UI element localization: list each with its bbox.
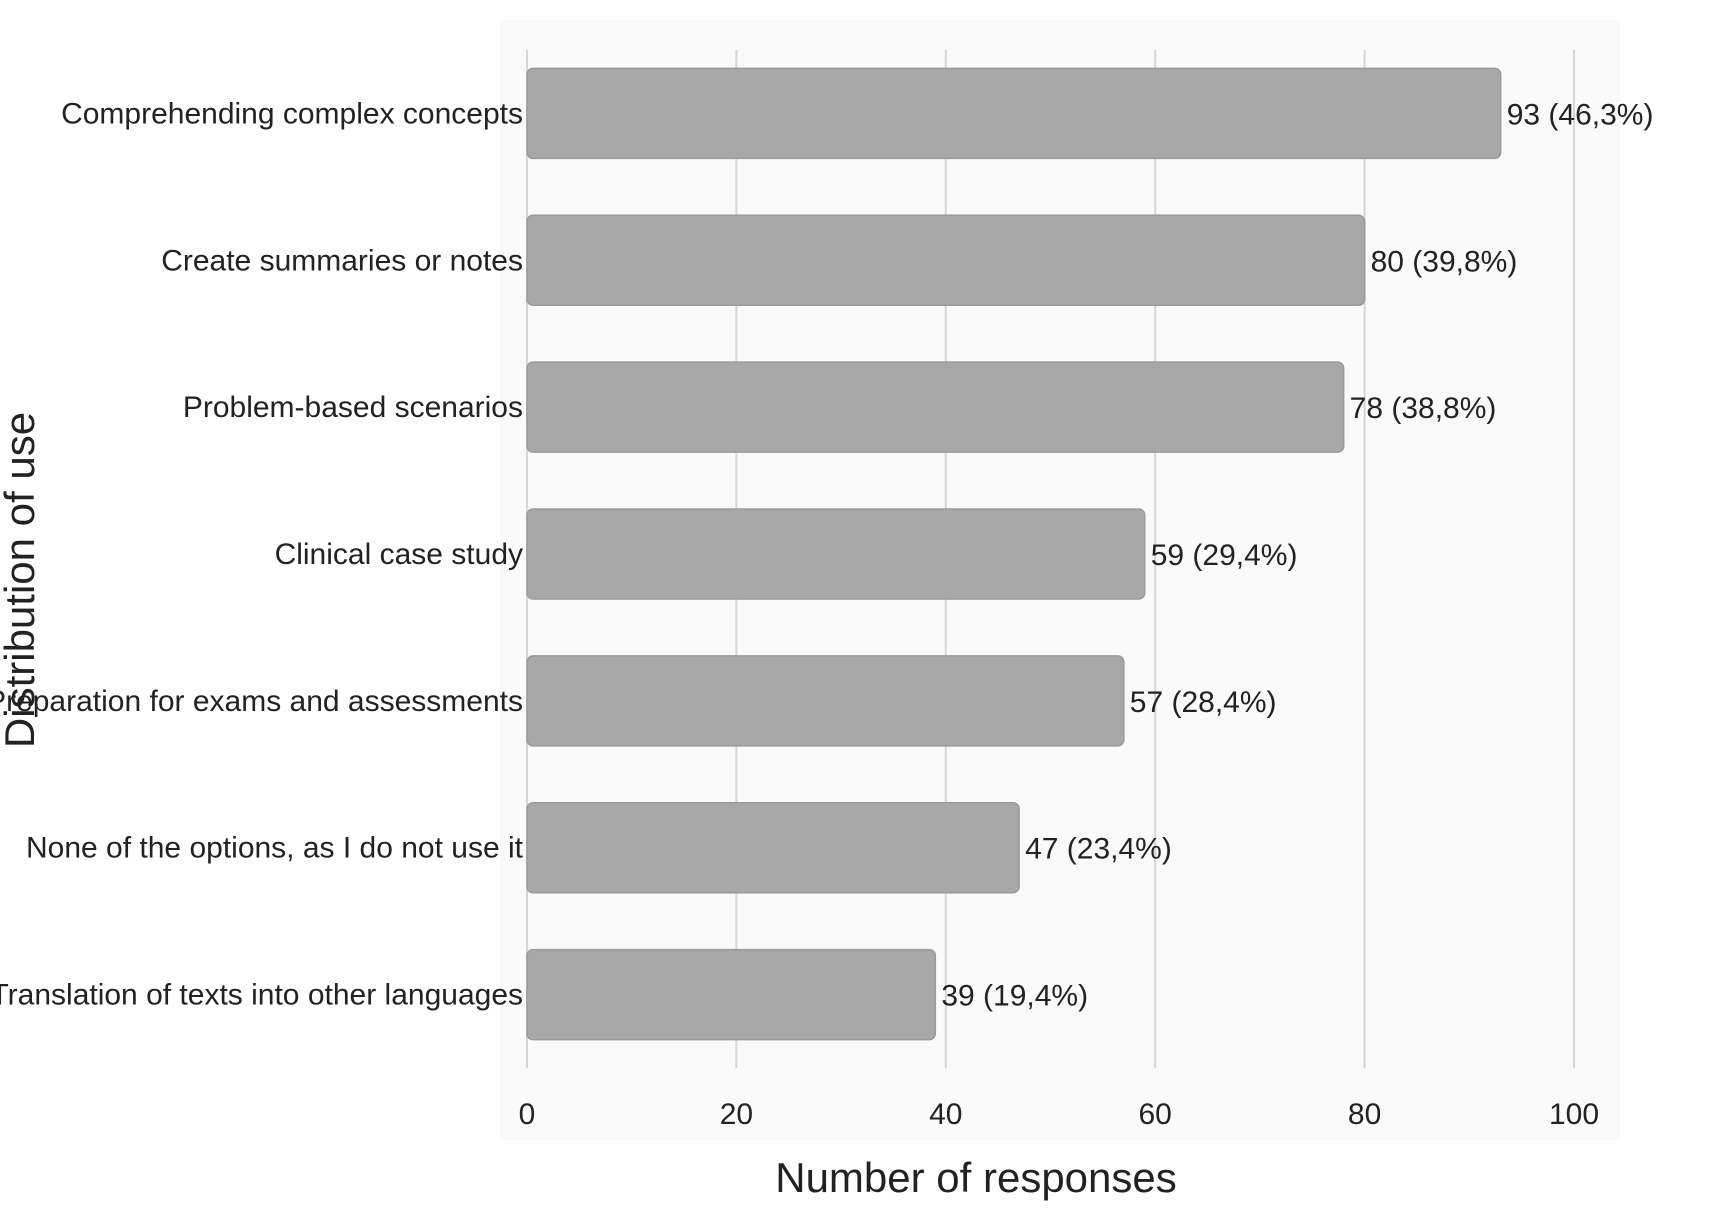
- x-tick-label: 40: [929, 1098, 962, 1131]
- category-labels: Comprehending complex concepts Create sum…: [0, 97, 524, 1011]
- category-label: Translation of texts into other language…: [0, 979, 523, 1012]
- category-label: Clinical case study: [275, 538, 523, 571]
- x-tick-labels: 0 20 40 60 80 100: [519, 1098, 1599, 1131]
- data-labels: 93 (46,3%) 80 (39,8%) 78 (38,8%) 59 (29,4%)…: [941, 98, 1653, 1012]
- data-label: 59 (29,4%): [1151, 539, 1298, 572]
- data-label: 47 (23,4%): [1025, 833, 1172, 866]
- bar: [526, 214, 1366, 307]
- data-label: 57 (28,4%): [1130, 686, 1277, 719]
- bar: [526, 801, 1020, 894]
- x-tick-label: 0: [519, 1098, 536, 1131]
- bar: [526, 655, 1125, 747]
- x-tick-label: 80: [1348, 1098, 1381, 1131]
- data-label: 39 (19,4%): [941, 980, 1088, 1013]
- category-label: Comprehending complex concepts: [61, 97, 523, 130]
- category-label: Create summaries or notes: [161, 244, 523, 277]
- x-tick-label: 100: [1549, 1098, 1599, 1131]
- bar: [526, 508, 1146, 600]
- data-label: 78 (38,8%): [1350, 392, 1497, 425]
- bar: [526, 67, 1502, 160]
- x-tick-label: 60: [1139, 1098, 1172, 1131]
- x-axis-title: Number of responses: [775, 1154, 1177, 1201]
- category-label: Problem-based scenarios: [183, 391, 523, 424]
- data-label: 80 (39,8%): [1371, 245, 1518, 278]
- bar: [526, 948, 937, 1041]
- bar: [526, 361, 1345, 453]
- x-tick-label: 20: [720, 1098, 753, 1131]
- y-axis-title: Distribution of use: [0, 412, 43, 748]
- bars: [526, 67, 1502, 1041]
- data-label: 93 (46,3%): [1507, 98, 1654, 131]
- category-label: None of the options, as I do not use it: [26, 832, 524, 865]
- category-label: Preparation for exams and assessments: [0, 685, 523, 718]
